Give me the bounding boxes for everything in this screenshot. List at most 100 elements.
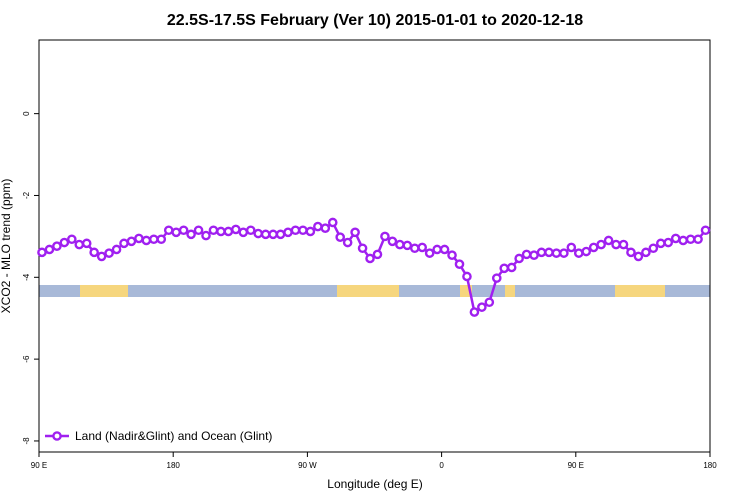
point [186,229,196,240]
point [573,248,584,258]
point [163,225,174,236]
point [447,250,457,261]
point [365,253,375,264]
land-strip [80,285,128,297]
point [238,227,249,238]
point [603,235,614,246]
point [469,307,480,317]
y-tick-label: -8 [22,437,31,445]
point [268,229,278,240]
point [641,247,651,258]
point [491,273,502,283]
point [327,217,338,228]
chart-title: 22.5S-17.5S February (Ver 10) 2015-01-01… [167,12,583,29]
point [335,232,346,243]
point [626,247,636,258]
point [37,247,47,258]
point [670,233,681,244]
point [633,251,644,262]
y-tick-label: 0 [22,111,31,116]
x-axis-label: Longitude (deg E) [327,477,422,491]
legend-marker [52,431,62,441]
point [134,233,144,244]
point [260,229,271,240]
point [74,239,85,250]
point [551,248,562,258]
point [67,234,77,245]
point [529,250,539,261]
x-tick-label: 180 [167,461,181,470]
point [104,248,114,258]
point [611,239,621,250]
point [514,253,524,264]
point [424,248,435,258]
point [44,244,55,255]
plot-frame [38,39,711,453]
point [566,242,577,253]
point [521,249,532,260]
point [290,225,301,236]
point [119,238,129,249]
x-tick-label: 90 W [298,461,317,470]
point [111,244,122,255]
x-tick-label: 90 E [568,461,584,470]
point [342,237,353,248]
point [618,239,629,250]
point [559,248,569,258]
point [283,227,293,238]
y-axis-label: XCO2 - MLO trend (ppm) [0,179,13,314]
point [171,227,181,238]
point [320,223,331,234]
point [193,225,204,236]
point [81,238,92,249]
point [648,243,659,254]
point [156,234,167,245]
point [313,221,323,232]
point [685,234,696,245]
point [52,241,62,252]
y-tick-label: -4 [22,273,31,281]
point [350,227,360,238]
x-tick-label: 180 [703,461,717,470]
point [477,302,487,312]
point [89,247,99,258]
land-strip [505,285,515,297]
y-tick-label: -6 [22,355,31,363]
point [484,297,495,308]
land-strip [615,285,665,297]
point [201,230,211,241]
point [208,225,219,236]
point [387,236,398,247]
y-tick-label: -2 [22,191,31,199]
x-tick-label: 90 E [31,461,47,470]
point [409,243,420,254]
point [506,262,517,273]
point [693,234,703,245]
point [96,251,107,262]
point [380,231,390,242]
point [402,240,413,251]
point [663,237,674,248]
point [417,242,428,253]
point [678,235,688,246]
point [231,224,241,235]
point [298,225,308,236]
point [216,226,226,237]
point [178,225,189,236]
point [253,228,263,239]
point [700,225,711,236]
point [126,236,137,247]
point [544,247,554,258]
point [581,246,592,257]
point [305,226,316,237]
surface-band [39,285,710,297]
point [439,244,450,255]
point [454,259,465,270]
point [588,242,599,253]
point [462,271,472,282]
point [275,229,286,240]
point [536,247,547,258]
point [432,244,442,255]
